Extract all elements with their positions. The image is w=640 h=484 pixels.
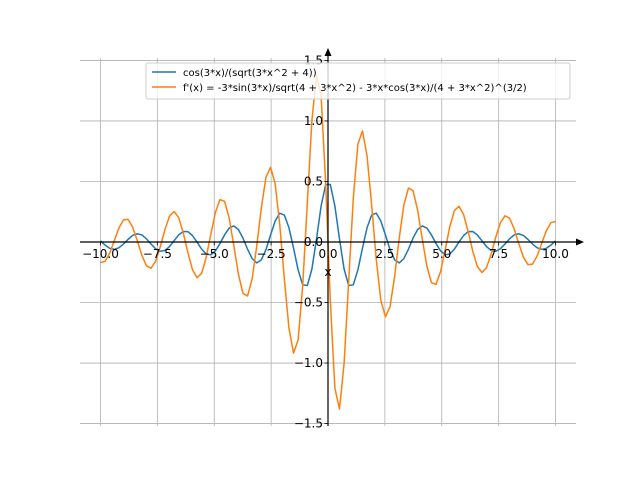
x-axis-arrow (576, 238, 584, 246)
y-tick-label-5: 1.0 (304, 114, 323, 128)
x-tick-label-8: 10.0 (542, 247, 569, 261)
legend-label-series-1: cos(3*x)/(sqrt(3*x^2 + 4)) (183, 68, 317, 79)
x-tick-label-5: 2.5 (375, 247, 394, 261)
y-tick-label-3: 0.0 (304, 235, 323, 249)
x-tick-label-1: −7.5 (143, 247, 172, 261)
x-tick-label-4: 0.0 (318, 247, 337, 261)
y-tick-label-1: −1.0 (294, 356, 323, 370)
x-tick-label-0: −10.0 (82, 247, 119, 261)
legend-frame (145, 62, 571, 100)
y-tick-label-0: −1.5 (294, 417, 323, 431)
legend: cos(3*x)/(sqrt(3*x^2 + 4)) f'(x) = -3*si… (145, 62, 571, 100)
y-tick-label-4: 0.5 (304, 174, 323, 188)
tick-labels: −10.0 −7.5 −5.0 −2.5 0.0 2.5 5.0 7.5 10.0 −1.5 −1.… (82, 53, 569, 430)
x-tick-label-6: 5.0 (432, 247, 451, 261)
x-tick-label-7: 7.5 (489, 247, 508, 261)
y-axis-arrow (324, 48, 332, 56)
legend-label-series-2: f'(x) = -3*sin(3*x)/sqrt(4 + 3*x^2) - 3*… (183, 83, 527, 94)
x-axis-label: x (324, 265, 331, 279)
y-tick-label-2: −0.5 (294, 296, 323, 310)
x-tick-label-2: −5.0 (200, 247, 229, 261)
axes (80, 48, 584, 426)
x-tick-label-3: −2.5 (257, 247, 286, 261)
